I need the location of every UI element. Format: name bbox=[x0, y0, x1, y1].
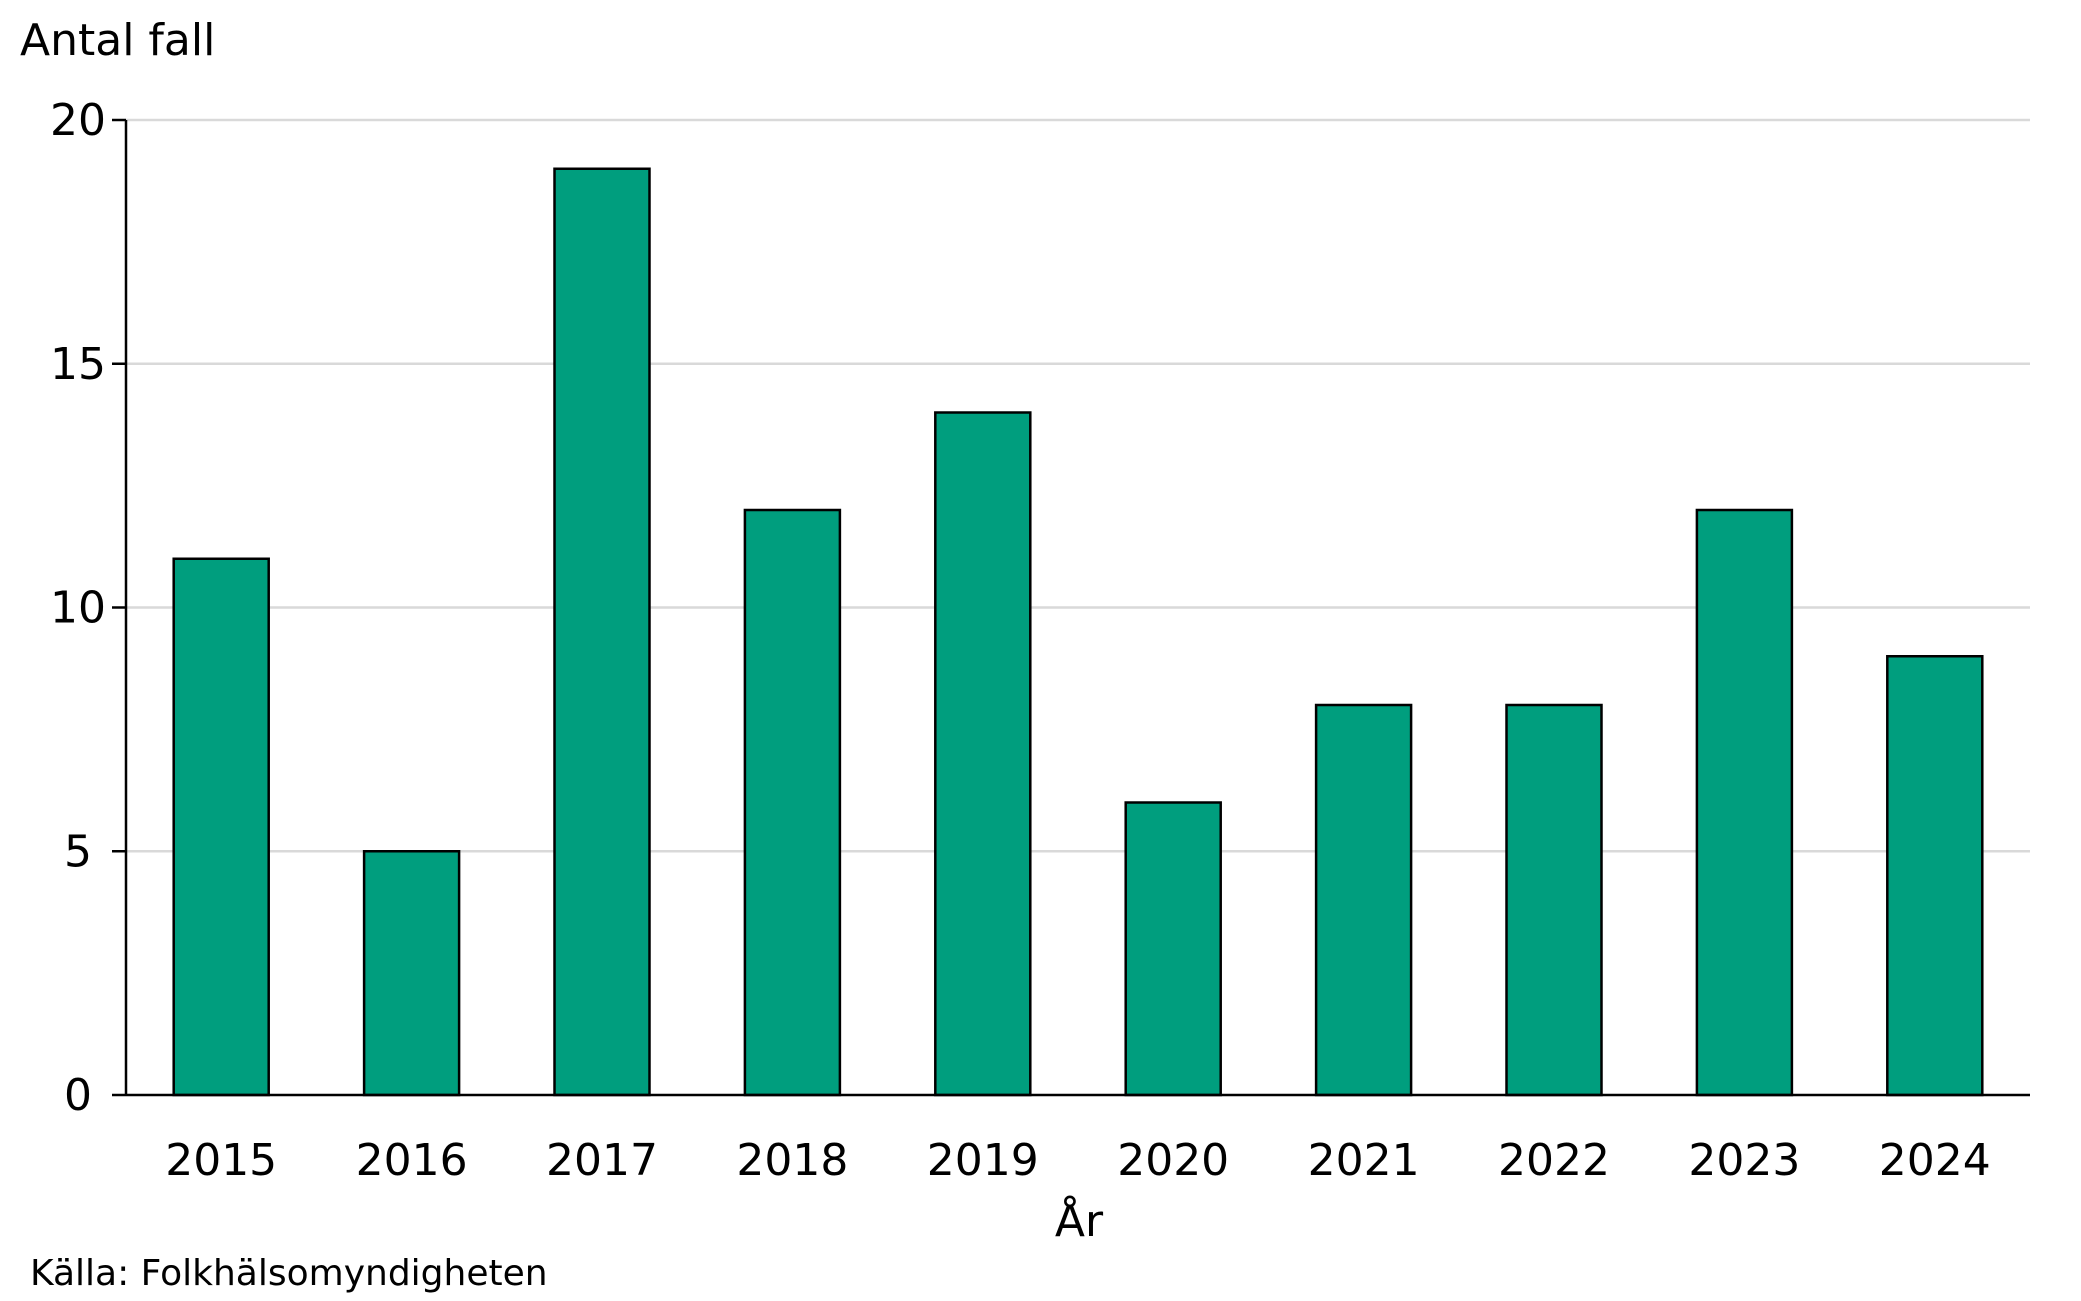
x-tick-label: 2023 bbox=[1688, 1135, 1800, 1186]
y-tick-label: 20 bbox=[50, 95, 106, 146]
bars bbox=[172, 167, 1984, 1097]
x-axis-label: År bbox=[1055, 1194, 1104, 1247]
y-tick-label: 15 bbox=[50, 339, 106, 390]
y-tick-label: 5 bbox=[64, 826, 92, 877]
x-tick-label: 2024 bbox=[1879, 1135, 1991, 1186]
x-tick-label: 2020 bbox=[1117, 1135, 1229, 1186]
bar-2023 bbox=[1695, 508, 1794, 1097]
bar-2021 bbox=[1314, 703, 1413, 1097]
bar-2015 bbox=[172, 557, 270, 1097]
bar-2017 bbox=[553, 167, 651, 1097]
tick-labels: 0 5 10 15 20 2015 2016 2017 2018 2019 2020 2021 2022… bbox=[50, 95, 1991, 1186]
bar-2018 bbox=[743, 508, 842, 1097]
bar-2019 bbox=[934, 411, 1032, 1097]
source-note: Källa: Folkhälsomyndigheten bbox=[30, 1253, 548, 1294]
bar-2022 bbox=[1505, 703, 1603, 1097]
bar-2020 bbox=[1124, 801, 1222, 1097]
x-tick-label: 2017 bbox=[546, 1135, 658, 1186]
x-tick-label: 2022 bbox=[1498, 1135, 1610, 1186]
y-tick-label: 10 bbox=[50, 583, 106, 634]
x-tick-label: 2019 bbox=[927, 1135, 1039, 1186]
axes bbox=[112, 118, 2030, 1097]
x-tick-label: 2016 bbox=[356, 1135, 468, 1186]
bar-2024 bbox=[1886, 655, 1984, 1097]
y-tick-label: 0 bbox=[64, 1070, 92, 1121]
bar-2016 bbox=[362, 850, 461, 1097]
x-tick-label: 2018 bbox=[736, 1135, 848, 1186]
x-tick-label: 2015 bbox=[165, 1135, 277, 1186]
y-axis-label: Antal fall bbox=[20, 15, 215, 66]
x-tick-label: 2021 bbox=[1308, 1135, 1420, 1186]
